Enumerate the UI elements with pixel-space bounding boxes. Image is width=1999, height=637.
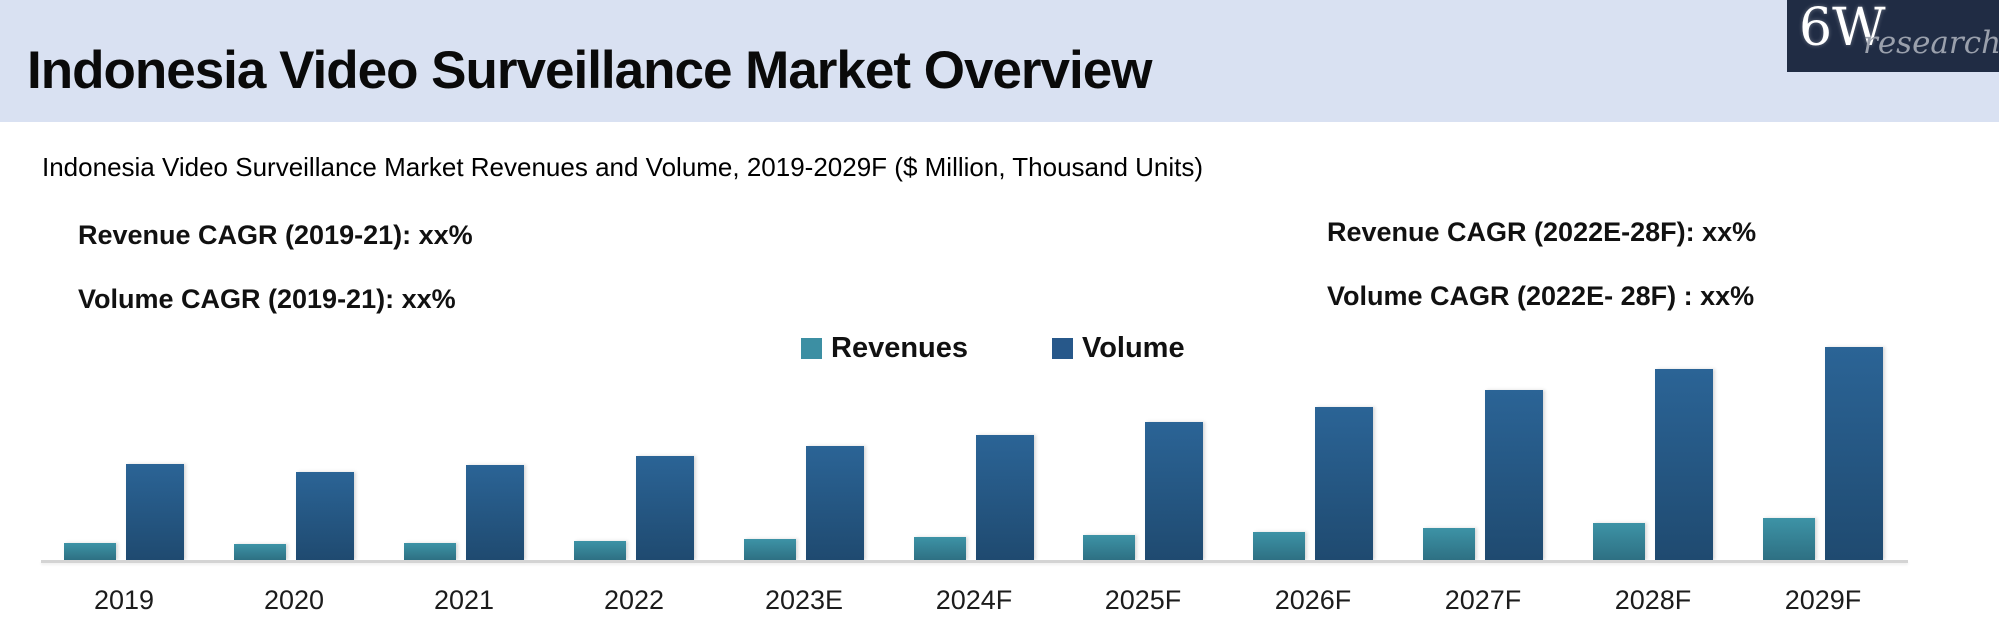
volume-bar-2020 [296,472,354,560]
x-tick-label-2023E: 2023E [764,585,844,615]
revenues-bar-2026F [1253,532,1305,560]
x-tick-label-2019: 2019 [93,585,155,615]
x-tick-label-2020: 2020 [263,585,325,615]
volume-bar-2024F [976,435,1034,560]
bar-group-2025F [1083,320,1203,560]
revenue-cagr-historic: Revenue CAGR (2019-21): xx% [78,220,473,250]
brand-logo: 6W research [1787,0,1999,72]
bar-group-2020 [234,320,354,560]
volume-bar-2021 [466,465,524,560]
volume-bar-2019 [126,464,184,560]
x-tick-label-2027F: 2027F [1444,585,1522,615]
x-tick-label-2021: 2021 [433,585,495,615]
title-band: Indonesia Video Surveillance Market Over… [0,0,1999,122]
x-tick-label-2028F: 2028F [1614,585,1692,615]
revenues-bar-2021 [404,543,456,560]
bar-group-2023E [744,320,864,560]
volume-cagr-historic: Volume CAGR (2019-21): xx% [78,284,456,314]
volume-bar-2028F [1655,369,1713,560]
legend-label-revenues: Revenues [831,332,969,364]
revenues-bar-2020 [234,544,286,560]
bar-group-2027F [1423,320,1543,560]
bar-group-2026F [1253,320,1373,560]
bar-group-2024F [914,320,1034,560]
logo-research-text: research [1863,25,1999,61]
x-tick-label-2026F: 2026F [1274,585,1352,615]
legend-item-revenues: Revenues [801,332,968,365]
revenues-bar-2024F [914,537,966,560]
bar-group-2022 [574,320,694,560]
revenues-swatch-icon [801,338,822,359]
bar-group-2019 [64,320,184,560]
x-tick-label-2029F: 2029F [1784,585,1862,615]
revenues-bar-2019 [64,543,116,560]
logo-6w-text: 6W [1799,0,1886,58]
revenues-bar-2022 [574,541,626,560]
volume-cagr-forecast: Volume CAGR (2022E- 28F) : xx% [1327,281,1755,311]
chart-title: Indonesia Video Surveillance Market Reve… [42,152,1204,182]
bar-group-2029F [1763,320,1883,560]
page-title: Indonesia Video Surveillance Market Over… [27,41,1152,100]
x-axis-line [41,560,1908,563]
revenue-cagr-forecast: Revenue CAGR (2022E-28F): xx% [1327,217,1757,247]
volume-bar-2026F [1315,407,1373,560]
bar-group-2028F [1593,320,1713,560]
x-tick-label-2024F: 2024F [935,585,1013,615]
revenues-bar-2028F [1593,523,1645,560]
revenues-bar-2029F [1763,518,1815,560]
bar-group-2021 [404,320,524,560]
revenues-bar-2023E [744,539,796,560]
volume-bar-2029F [1825,347,1883,560]
x-tick-label-2025F: 2025F [1104,585,1182,615]
volume-bar-2027F [1485,390,1543,560]
volume-bar-2023E [806,446,864,560]
legend-label-volume: Volume [1082,332,1185,364]
revenues-bar-2025F [1083,535,1135,560]
volume-swatch-icon [1052,338,1073,359]
x-tick-label-2022: 2022 [603,585,665,615]
revenues-bar-2027F [1423,528,1475,560]
legend-item-volume: Volume [1052,332,1185,365]
volume-bar-2022 [636,456,694,560]
volume-bar-2025F [1145,422,1203,560]
